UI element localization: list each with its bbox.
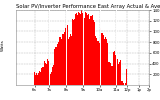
Bar	[103, 35, 104, 85]
Bar	[75, 14, 76, 85]
Bar	[80, 12, 81, 85]
Bar	[86, 13, 87, 85]
Bar	[51, 72, 52, 85]
Bar	[92, 15, 93, 85]
Bar	[76, 13, 77, 85]
Bar	[39, 71, 40, 85]
Bar	[109, 62, 110, 85]
Bar	[118, 64, 119, 85]
Bar	[104, 39, 105, 85]
Bar	[89, 19, 90, 85]
Bar	[67, 25, 68, 85]
Bar	[78, 12, 79, 85]
Bar	[49, 72, 50, 85]
Bar	[56, 47, 57, 85]
Bar	[96, 38, 97, 85]
Bar	[37, 75, 38, 85]
Bar	[71, 36, 72, 85]
Bar	[59, 38, 60, 85]
Bar	[81, 10, 82, 85]
Bar	[65, 28, 66, 85]
Bar	[68, 39, 69, 85]
Bar	[77, 15, 78, 85]
Bar	[95, 36, 96, 85]
Bar	[93, 20, 94, 85]
Bar	[57, 44, 58, 85]
Bar	[62, 34, 63, 85]
Bar	[54, 49, 55, 85]
Bar	[119, 62, 120, 85]
Bar	[113, 52, 114, 85]
Bar	[126, 70, 127, 85]
Bar	[114, 51, 115, 85]
Text: Watts: Watts	[1, 39, 5, 51]
Bar	[87, 15, 88, 85]
Bar	[50, 74, 51, 85]
Bar	[94, 22, 95, 85]
Bar	[91, 16, 92, 85]
Bar	[72, 19, 73, 85]
Bar	[60, 37, 61, 85]
Bar	[69, 37, 70, 85]
Bar	[120, 60, 121, 85]
Bar	[36, 74, 37, 85]
Bar	[116, 57, 117, 85]
Bar	[40, 72, 41, 85]
Bar	[106, 39, 107, 85]
Bar	[66, 26, 67, 85]
Bar	[110, 64, 111, 85]
Bar	[107, 41, 108, 85]
Bar	[108, 62, 109, 85]
Bar	[82, 13, 83, 85]
Bar	[90, 16, 91, 85]
Bar	[99, 43, 100, 85]
Bar	[73, 20, 74, 85]
Bar	[117, 59, 118, 85]
Bar	[44, 61, 45, 85]
Bar	[83, 10, 84, 85]
Bar	[45, 63, 46, 85]
Bar	[46, 64, 47, 85]
Bar	[52, 67, 53, 85]
Bar	[84, 18, 85, 85]
Bar	[48, 61, 49, 85]
Bar	[85, 12, 86, 85]
Bar	[34, 72, 35, 85]
Bar	[112, 66, 113, 85]
Bar	[122, 81, 123, 85]
Bar	[38, 73, 39, 85]
Bar	[101, 32, 102, 85]
Bar	[63, 34, 64, 85]
Bar	[115, 55, 116, 85]
Bar	[61, 39, 62, 85]
Bar	[123, 83, 124, 85]
Bar	[102, 33, 103, 85]
Bar	[53, 65, 54, 85]
Bar	[98, 41, 99, 85]
Bar	[35, 75, 36, 85]
Bar	[43, 66, 44, 85]
Bar	[70, 34, 71, 85]
Bar	[41, 68, 42, 85]
Bar	[88, 14, 89, 85]
Bar	[42, 67, 43, 85]
Bar	[125, 83, 126, 85]
Bar	[121, 81, 122, 85]
Bar	[100, 28, 101, 85]
Bar	[111, 66, 112, 85]
Bar	[64, 32, 65, 85]
Text: Solar PV/Inverter Performance East Array Actual & Average Power Output: Solar PV/Inverter Performance East Array…	[16, 4, 160, 9]
Bar	[79, 13, 80, 85]
Bar	[74, 19, 75, 85]
Bar	[58, 42, 59, 85]
Bar	[55, 48, 56, 85]
Bar	[47, 59, 48, 85]
Bar	[97, 41, 98, 85]
Bar	[105, 37, 106, 85]
